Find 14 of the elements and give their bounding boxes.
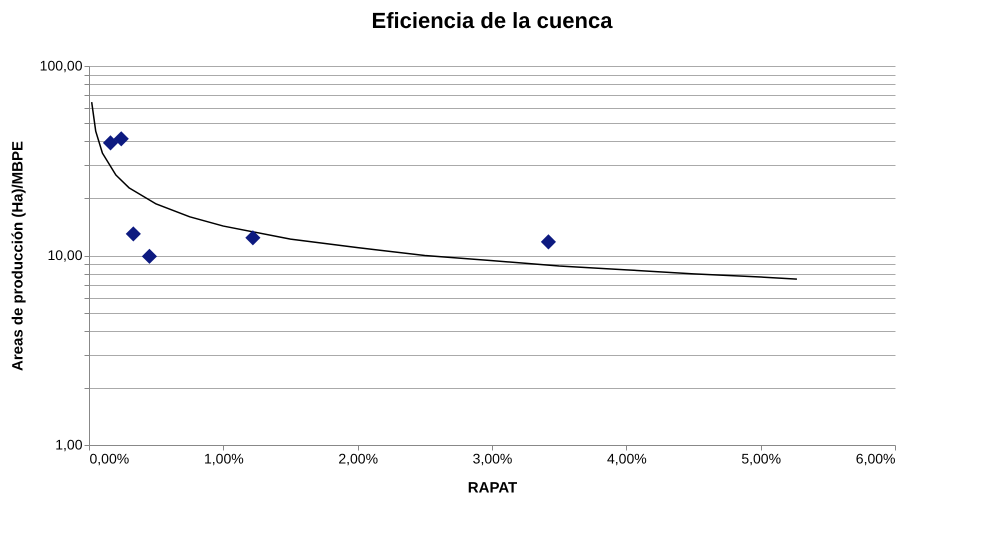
- x-axis-title: RAPAT: [468, 480, 518, 496]
- chart-title: Eficiencia de la cuenca: [372, 8, 614, 33]
- y-tick-label: 10,00: [47, 247, 83, 263]
- y-axis-title: Areas de producción (Ha)/MBPE: [10, 140, 27, 372]
- x-tick-label: 0,00%: [90, 450, 130, 466]
- x-tick-label: 6,00%: [856, 450, 896, 466]
- x-tick-label: 2,00%: [338, 450, 378, 466]
- x-tick-label: 5,00%: [741, 450, 782, 466]
- x-tick-label: 1,00%: [204, 450, 244, 466]
- line-series: [90, 101, 798, 280]
- y-tick-label: 100,00: [40, 58, 83, 74]
- x-tick-label: 4,00%: [606, 450, 647, 466]
- y-tick-label: 1,00: [55, 436, 83, 452]
- x-tick-label: 3,00%: [472, 450, 512, 466]
